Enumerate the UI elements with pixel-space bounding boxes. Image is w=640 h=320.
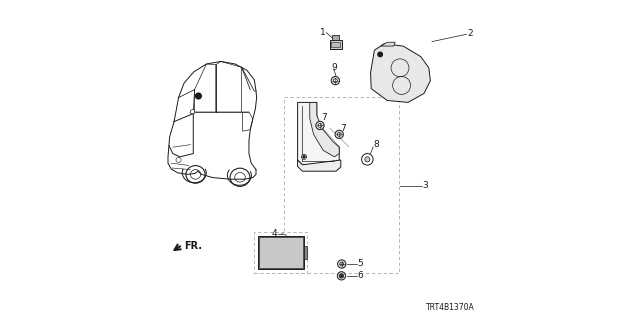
Circle shape — [340, 262, 344, 266]
Circle shape — [335, 130, 344, 139]
Circle shape — [196, 93, 201, 99]
Text: TRT4B1370A: TRT4B1370A — [426, 303, 475, 312]
Polygon shape — [190, 109, 195, 114]
Text: 7: 7 — [321, 113, 326, 122]
Polygon shape — [310, 102, 339, 157]
Polygon shape — [298, 102, 339, 165]
Text: 3: 3 — [422, 181, 428, 190]
Circle shape — [301, 154, 307, 159]
Bar — [254, 232, 307, 273]
Bar — [258, 236, 304, 269]
Text: 5: 5 — [358, 260, 364, 268]
Bar — [330, 40, 342, 49]
Circle shape — [303, 156, 305, 158]
Circle shape — [339, 274, 344, 278]
Circle shape — [378, 52, 383, 57]
Circle shape — [316, 121, 324, 130]
Text: 6: 6 — [358, 271, 364, 280]
Bar — [332, 35, 339, 40]
Text: 7: 7 — [340, 124, 346, 132]
Circle shape — [365, 157, 370, 162]
Circle shape — [318, 124, 322, 127]
Polygon shape — [371, 44, 430, 102]
Circle shape — [362, 154, 373, 165]
Text: 1: 1 — [320, 28, 326, 36]
Circle shape — [337, 132, 341, 136]
Text: 8: 8 — [374, 140, 380, 149]
Text: 4: 4 — [271, 229, 277, 238]
Polygon shape — [298, 160, 340, 171]
Text: FR.: FR. — [184, 241, 202, 252]
Circle shape — [332, 76, 340, 85]
Circle shape — [337, 272, 346, 280]
Text: 2: 2 — [467, 29, 473, 38]
Circle shape — [337, 260, 346, 268]
Bar — [304, 246, 307, 259]
Text: 9: 9 — [332, 63, 337, 72]
Bar — [259, 237, 303, 268]
Circle shape — [333, 79, 337, 83]
Bar — [284, 97, 399, 273]
Polygon shape — [381, 42, 396, 46]
Bar — [331, 42, 340, 47]
